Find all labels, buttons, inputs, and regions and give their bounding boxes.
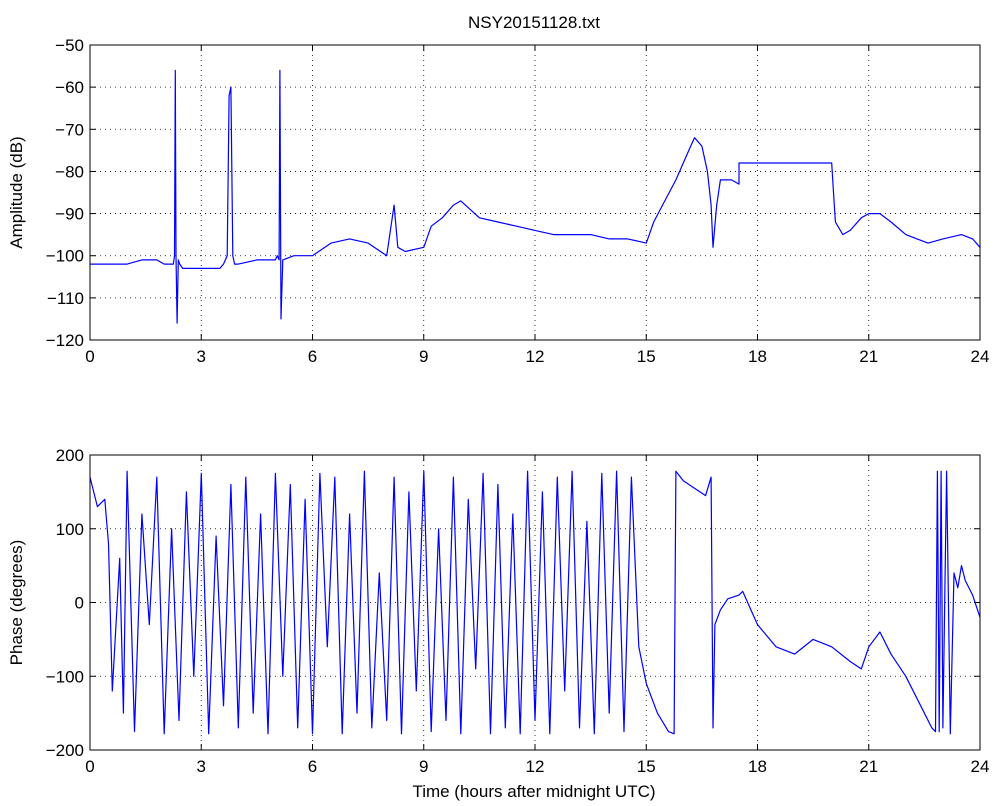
x-tick-label: 6 bbox=[308, 757, 317, 776]
y-tick-label: −100 bbox=[46, 667, 84, 686]
y-tick-label: 100 bbox=[56, 520, 84, 539]
y-tick-label: −70 bbox=[55, 120, 84, 139]
amplitude-axes-frame bbox=[89, 44, 981, 341]
phase-x-ticks: 0 3 6 9 12 15 18 21 24 bbox=[85, 455, 989, 776]
y-tick-label: −200 bbox=[46, 741, 84, 760]
amplitude-panel: −120 −110 −100 −90 −80 −70 −60 −50 0 3 6 9 12 15 18 21… bbox=[7, 36, 989, 366]
amplitude-y-axis-label: Amplitude (dB) bbox=[7, 136, 26, 248]
x-tick-label: 3 bbox=[197, 757, 206, 776]
figure-title: NSY20151128.txt bbox=[468, 13, 600, 32]
x-tick-label: 15 bbox=[637, 757, 656, 776]
y-tick-label: −100 bbox=[46, 247, 84, 266]
x-tick-label: 24 bbox=[971, 757, 990, 776]
y-tick-label: 0 bbox=[75, 594, 84, 613]
x-tick-label: 24 bbox=[971, 347, 990, 366]
x-tick-label: 12 bbox=[526, 757, 545, 776]
series-line bbox=[90, 69, 981, 324]
x-tick-label: 18 bbox=[748, 757, 767, 776]
series-line bbox=[89, 470, 981, 735]
x-tick-label: 12 bbox=[526, 347, 545, 366]
amplitude-grid bbox=[90, 45, 980, 340]
y-tick-label: −90 bbox=[55, 205, 84, 224]
x-tick-label: 15 bbox=[637, 347, 656, 366]
x-tick-label: 18 bbox=[748, 347, 767, 366]
amplitude-x-ticks: 0 3 6 9 12 15 18 21 24 bbox=[85, 45, 989, 366]
y-tick-label: −60 bbox=[55, 78, 84, 97]
phase-plot-area bbox=[89, 470, 981, 735]
phase-y-axis-label: Phase (degrees) bbox=[7, 540, 26, 666]
amplitude-plot-area bbox=[90, 69, 981, 324]
x-tick-label: 6 bbox=[308, 347, 317, 366]
y-tick-label: 200 bbox=[56, 446, 84, 465]
y-tick-label: −110 bbox=[47, 289, 84, 308]
x-tick-label: 0 bbox=[85, 347, 94, 366]
phase-y-ticks: −200 −100 0 100 200 bbox=[46, 446, 980, 760]
x-tick-label: 21 bbox=[859, 347, 878, 366]
x-tick-label: 9 bbox=[419, 347, 428, 366]
x-tick-label: 9 bbox=[419, 757, 428, 776]
x-tick-label: 0 bbox=[85, 757, 94, 776]
x-tick-label: 21 bbox=[859, 757, 878, 776]
y-tick-label: −50 bbox=[55, 36, 84, 55]
y-tick-label: −80 bbox=[55, 162, 84, 181]
x-tick-label: 3 bbox=[197, 347, 206, 366]
phase-panel: −200 −100 0 100 200 0 3 6 9 12 15 18 21 24 Phase (de… bbox=[7, 446, 989, 776]
x-axis-label: Time (hours after midnight UTC) bbox=[412, 782, 655, 801]
amplitude-y-ticks: −120 −110 −100 −90 −80 −70 −60 −50 bbox=[46, 36, 980, 350]
y-tick-label: −120 bbox=[46, 331, 84, 350]
phase-axes-frame bbox=[89, 454, 981, 751]
